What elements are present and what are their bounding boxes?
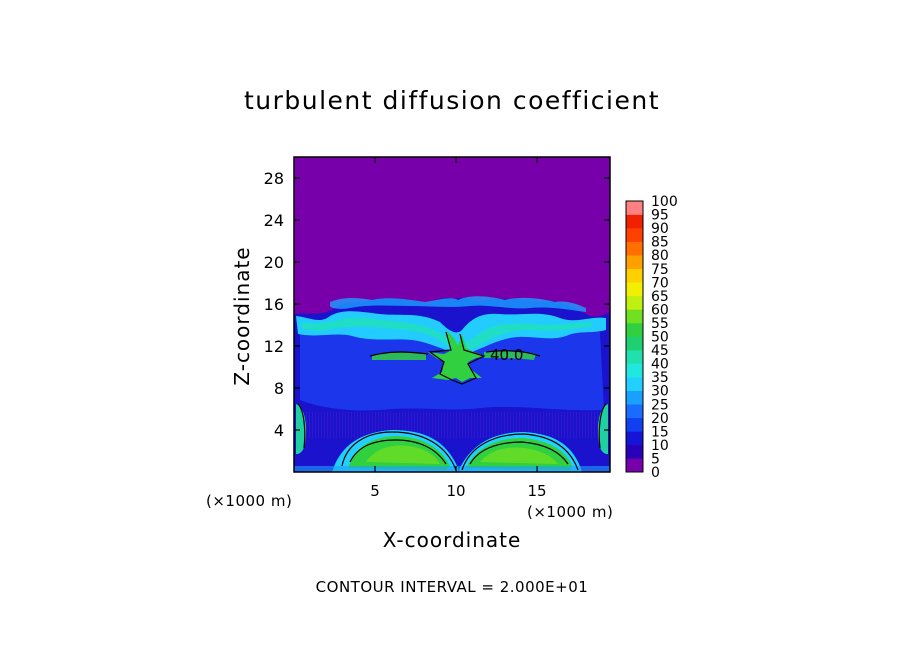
x-tick-label: 15 xyxy=(528,482,547,500)
colorbar-swatch xyxy=(626,201,643,215)
contour-label: 40.0 xyxy=(490,346,523,364)
colorbar-label: 80 xyxy=(651,248,669,264)
y-tick-label: 4 xyxy=(274,421,284,440)
contour-left-arm xyxy=(369,351,429,357)
colorbar-label: 25 xyxy=(651,397,669,413)
colorbar-label: 45 xyxy=(651,343,669,359)
colorbar-label: 70 xyxy=(651,275,669,291)
colorbar-swatch xyxy=(626,363,643,378)
colorbar-swatch xyxy=(626,309,643,324)
colorbar-swatch xyxy=(626,255,643,270)
colorbar-label: 30 xyxy=(651,384,669,400)
colorbar-swatch xyxy=(626,322,643,337)
y-tick-label: 8 xyxy=(274,379,284,398)
y-tick-label: 16 xyxy=(264,295,284,314)
x-axis-unit-left: (×1000 m) xyxy=(206,492,293,510)
axis-ticks: 5 10 15 4 8 12 16 20 24 28 xyxy=(264,157,610,500)
region-plume-left-arm xyxy=(372,352,426,360)
colorbar-swatch xyxy=(626,404,643,419)
y-tick-label: 24 xyxy=(264,211,284,230)
colorbar-swatch xyxy=(626,390,643,405)
contour-left-edge xyxy=(297,403,306,449)
x-tick-label: 10 xyxy=(447,482,466,500)
x-axis-label: X-coordinate xyxy=(382,528,522,552)
colorbar: 0510152025303540455055606570758085909510… xyxy=(625,194,678,481)
region-bottom-edge xyxy=(294,466,610,472)
region-right-lobe-core xyxy=(480,447,558,464)
colorbar-swatch xyxy=(626,458,643,473)
colorbar-swatch xyxy=(626,431,643,446)
region-plume-right-arm xyxy=(484,350,536,360)
contour-right-arm xyxy=(485,350,541,357)
region-teal-band xyxy=(302,317,592,350)
contour-central-plume xyxy=(428,331,486,385)
colorbar-swatch xyxy=(626,268,643,283)
contour-left-lobe xyxy=(341,431,457,471)
x-axis-unit-right: (×1000 m) xyxy=(527,503,614,521)
chart-title: turbulent diffusion coefficient xyxy=(243,86,661,115)
contour-right-lobe xyxy=(461,433,579,471)
colorbar-swatch xyxy=(626,295,643,310)
colorbar-label: 85 xyxy=(651,235,669,251)
colorbar-label: 55 xyxy=(651,316,669,332)
colorbar-swatch xyxy=(626,241,643,256)
y-axis-label: Z-coordinate xyxy=(230,246,254,386)
contour-lines xyxy=(297,331,607,471)
colorbar-swatch xyxy=(626,350,643,364)
colorbar-swatch xyxy=(626,377,643,391)
colorbar-swatch xyxy=(626,214,643,229)
colorbar-swatch xyxy=(626,417,643,432)
region-upper-wisps xyxy=(330,296,586,312)
y-tick-label: 28 xyxy=(264,169,284,188)
y-tick-label: 20 xyxy=(264,253,284,272)
colorbar-label: 75 xyxy=(651,262,669,278)
colorbar-label: 35 xyxy=(651,370,669,386)
colorbar-label: 65 xyxy=(651,289,669,305)
region-lower-streaks xyxy=(300,412,604,438)
y-tick-label: 12 xyxy=(264,337,284,356)
colorbar-swatch xyxy=(626,282,643,297)
colorbar-label: 10 xyxy=(651,438,669,454)
colorbar-label: 60 xyxy=(651,302,669,318)
contour-right-lobe-inner xyxy=(469,441,569,465)
contour-interval-note: CONTOUR INTERVAL = 2.000E+01 xyxy=(315,578,589,596)
colorbar-label: 20 xyxy=(651,411,669,427)
colorbar-label: 40 xyxy=(651,357,669,373)
colorbar-label: 50 xyxy=(651,330,669,346)
colorbar-label: 95 xyxy=(651,208,669,224)
contour-right-edge xyxy=(598,403,607,449)
colorbar-label: 90 xyxy=(651,221,669,237)
colorbar-label: 0 xyxy=(651,465,660,481)
plot-frame xyxy=(293,156,611,473)
colorbar-frame xyxy=(625,200,644,473)
region-left-lobe-core xyxy=(366,445,440,464)
contour-left-lobe-inner xyxy=(349,439,447,465)
colorbar-label: 15 xyxy=(651,424,669,440)
colorbar-swatch xyxy=(626,336,643,351)
heatmap-field xyxy=(294,157,610,472)
x-tick-label: 5 xyxy=(370,482,380,500)
colorbar-label: 100 xyxy=(651,194,678,210)
colorbar-label: 5 xyxy=(651,451,660,467)
colorbar-swatch xyxy=(626,444,643,459)
colorbar-swatch xyxy=(626,228,643,242)
